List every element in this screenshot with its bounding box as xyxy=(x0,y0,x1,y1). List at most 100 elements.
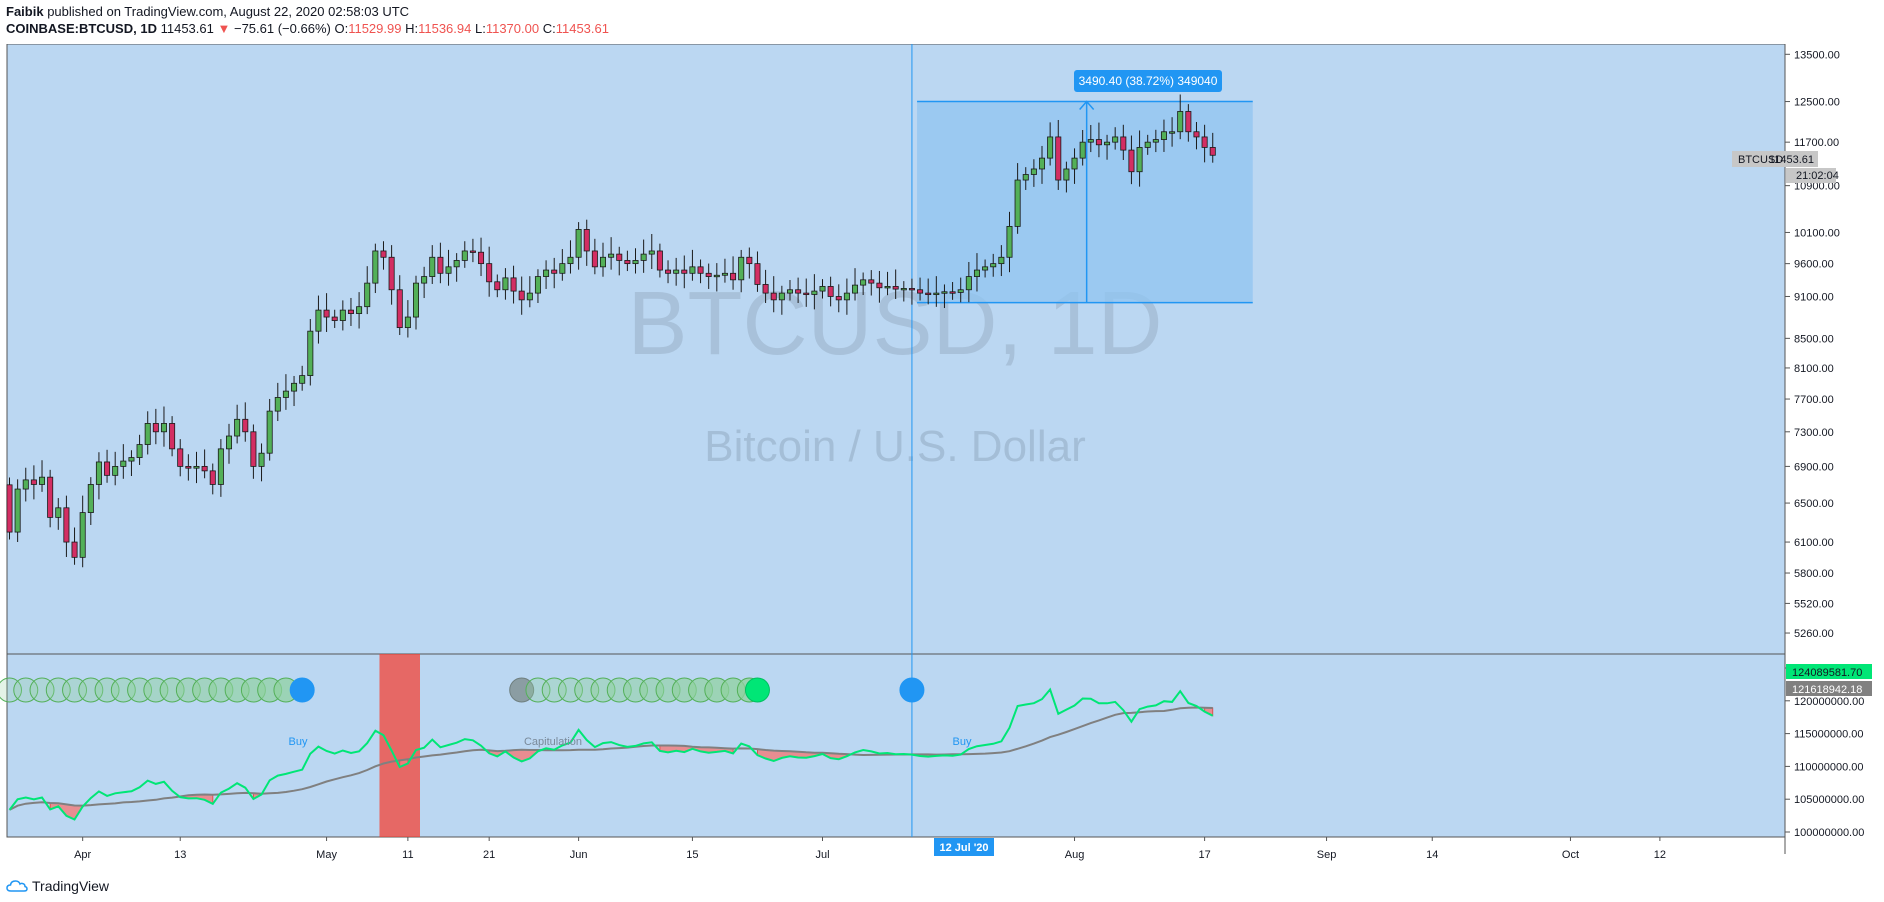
candle xyxy=(982,259,989,278)
countdown-box xyxy=(1786,168,1836,183)
last-price: 11453.61 xyxy=(160,21,214,36)
candle xyxy=(6,477,13,540)
open-value: 11529.99 xyxy=(348,21,402,36)
candle xyxy=(478,237,485,277)
candle xyxy=(575,222,582,270)
capitulation-highlight xyxy=(379,654,420,837)
candle xyxy=(429,245,436,284)
candle xyxy=(160,406,167,447)
price-axis[interactable]: 13500.00 12500.00 11700.00 10900.00 10100.00… xyxy=(1785,49,1840,640)
candle xyxy=(583,219,590,266)
candle xyxy=(559,249,566,281)
candle xyxy=(510,265,517,304)
candle xyxy=(372,243,379,294)
buy-label-2: Buy xyxy=(953,736,972,748)
candle xyxy=(169,416,176,457)
candle xyxy=(957,277,964,303)
candle xyxy=(998,245,1005,277)
price-range-measure[interactable]: 3490.40 (38.72%) 349040 xyxy=(917,70,1253,304)
low-label: L: xyxy=(474,21,486,36)
candle xyxy=(632,248,639,274)
brand-name: TradingView xyxy=(32,878,110,894)
signal-circles xyxy=(0,677,925,703)
candle xyxy=(526,276,533,308)
candle xyxy=(152,408,159,445)
candle xyxy=(1006,211,1013,273)
candle xyxy=(1144,134,1151,155)
time-tick-label: Oct xyxy=(1562,849,1579,861)
candle xyxy=(396,275,403,336)
candle xyxy=(1193,122,1200,150)
candle xyxy=(323,293,330,332)
candle xyxy=(925,278,932,305)
candle xyxy=(1030,159,1037,187)
gray-value-tag: 121618942.18 xyxy=(1792,684,1862,696)
time-tick-label: 14 xyxy=(1426,849,1438,861)
candle xyxy=(591,238,598,275)
capitulation-label: Capitulation xyxy=(524,736,582,748)
candle xyxy=(1095,122,1102,158)
candle xyxy=(331,309,338,328)
signal-circle xyxy=(744,677,770,703)
close-label: C: xyxy=(542,21,556,36)
main-pane[interactable] xyxy=(7,44,1785,654)
time-axis[interactable]: Apr 13 May 11 21 Jun 15 Jul Aug 17 Sep 14 Oct 12 xyxy=(74,837,1666,861)
author-name[interactable]: Faibik xyxy=(6,4,44,19)
watermark-description: Bitcoin / U.S. Dollar xyxy=(704,422,1085,471)
candle xyxy=(209,463,216,495)
candle xyxy=(1063,161,1070,193)
time-tick-label: Sep xyxy=(1317,849,1337,861)
green-value-tag: 124089581.70 xyxy=(1792,667,1862,679)
candle xyxy=(567,240,574,274)
open-label: O: xyxy=(334,21,349,36)
low-value: 11370.00 xyxy=(485,21,540,36)
candle xyxy=(518,276,525,315)
candle xyxy=(908,278,915,305)
candle xyxy=(307,319,314,386)
candle xyxy=(494,274,501,298)
candle xyxy=(640,239,647,273)
candle xyxy=(339,300,346,331)
time-tick-label: May xyxy=(316,849,337,861)
candle xyxy=(713,263,720,292)
measure-label-box xyxy=(1074,70,1222,92)
footer-brand[interactable]: TradingView xyxy=(6,878,109,894)
candle xyxy=(185,454,192,481)
candle xyxy=(1177,94,1184,140)
price-tick-label: 7700.00 xyxy=(1794,394,1834,406)
measure-label: 3490.40 (38.72%) 349040 xyxy=(1079,74,1218,88)
measure-box[interactable] xyxy=(917,101,1253,303)
candle xyxy=(128,450,135,476)
candle xyxy=(1209,132,1216,163)
candle xyxy=(453,253,460,282)
candle xyxy=(1152,129,1159,153)
crosshair-date-box xyxy=(934,838,994,856)
high-value: 11536.94 xyxy=(418,21,472,36)
candle xyxy=(616,246,623,276)
time-tick-label: 11 xyxy=(402,849,413,861)
candle xyxy=(1055,119,1062,190)
candle xyxy=(461,241,468,268)
time-tick-label: 17 xyxy=(1198,849,1210,861)
candle xyxy=(738,249,745,293)
candle xyxy=(608,237,615,270)
candle xyxy=(1112,127,1119,150)
candle xyxy=(63,495,70,557)
price-tick-label: 9100.00 xyxy=(1794,291,1834,303)
gray-indicator-line xyxy=(9,706,1213,811)
candle xyxy=(827,276,834,307)
candle xyxy=(282,374,289,410)
candle xyxy=(469,238,476,263)
candle xyxy=(648,234,655,270)
candle xyxy=(1201,124,1208,163)
candle xyxy=(551,257,558,289)
time-tick-label: Jun xyxy=(570,849,588,861)
time-tick-label: Jul xyxy=(815,849,829,861)
price-chart[interactable]: BTCUSD, 1D Bitcoin / U.S. Dollar 3490.40… xyxy=(0,44,1884,884)
candle xyxy=(30,465,37,500)
time-tick-label: 12 xyxy=(1654,849,1666,861)
indicator-tick-label: 120000000.00 xyxy=(1794,696,1864,708)
candle xyxy=(347,297,354,326)
price-tick-label: 11700.00 xyxy=(1794,137,1839,149)
candle xyxy=(136,434,143,465)
